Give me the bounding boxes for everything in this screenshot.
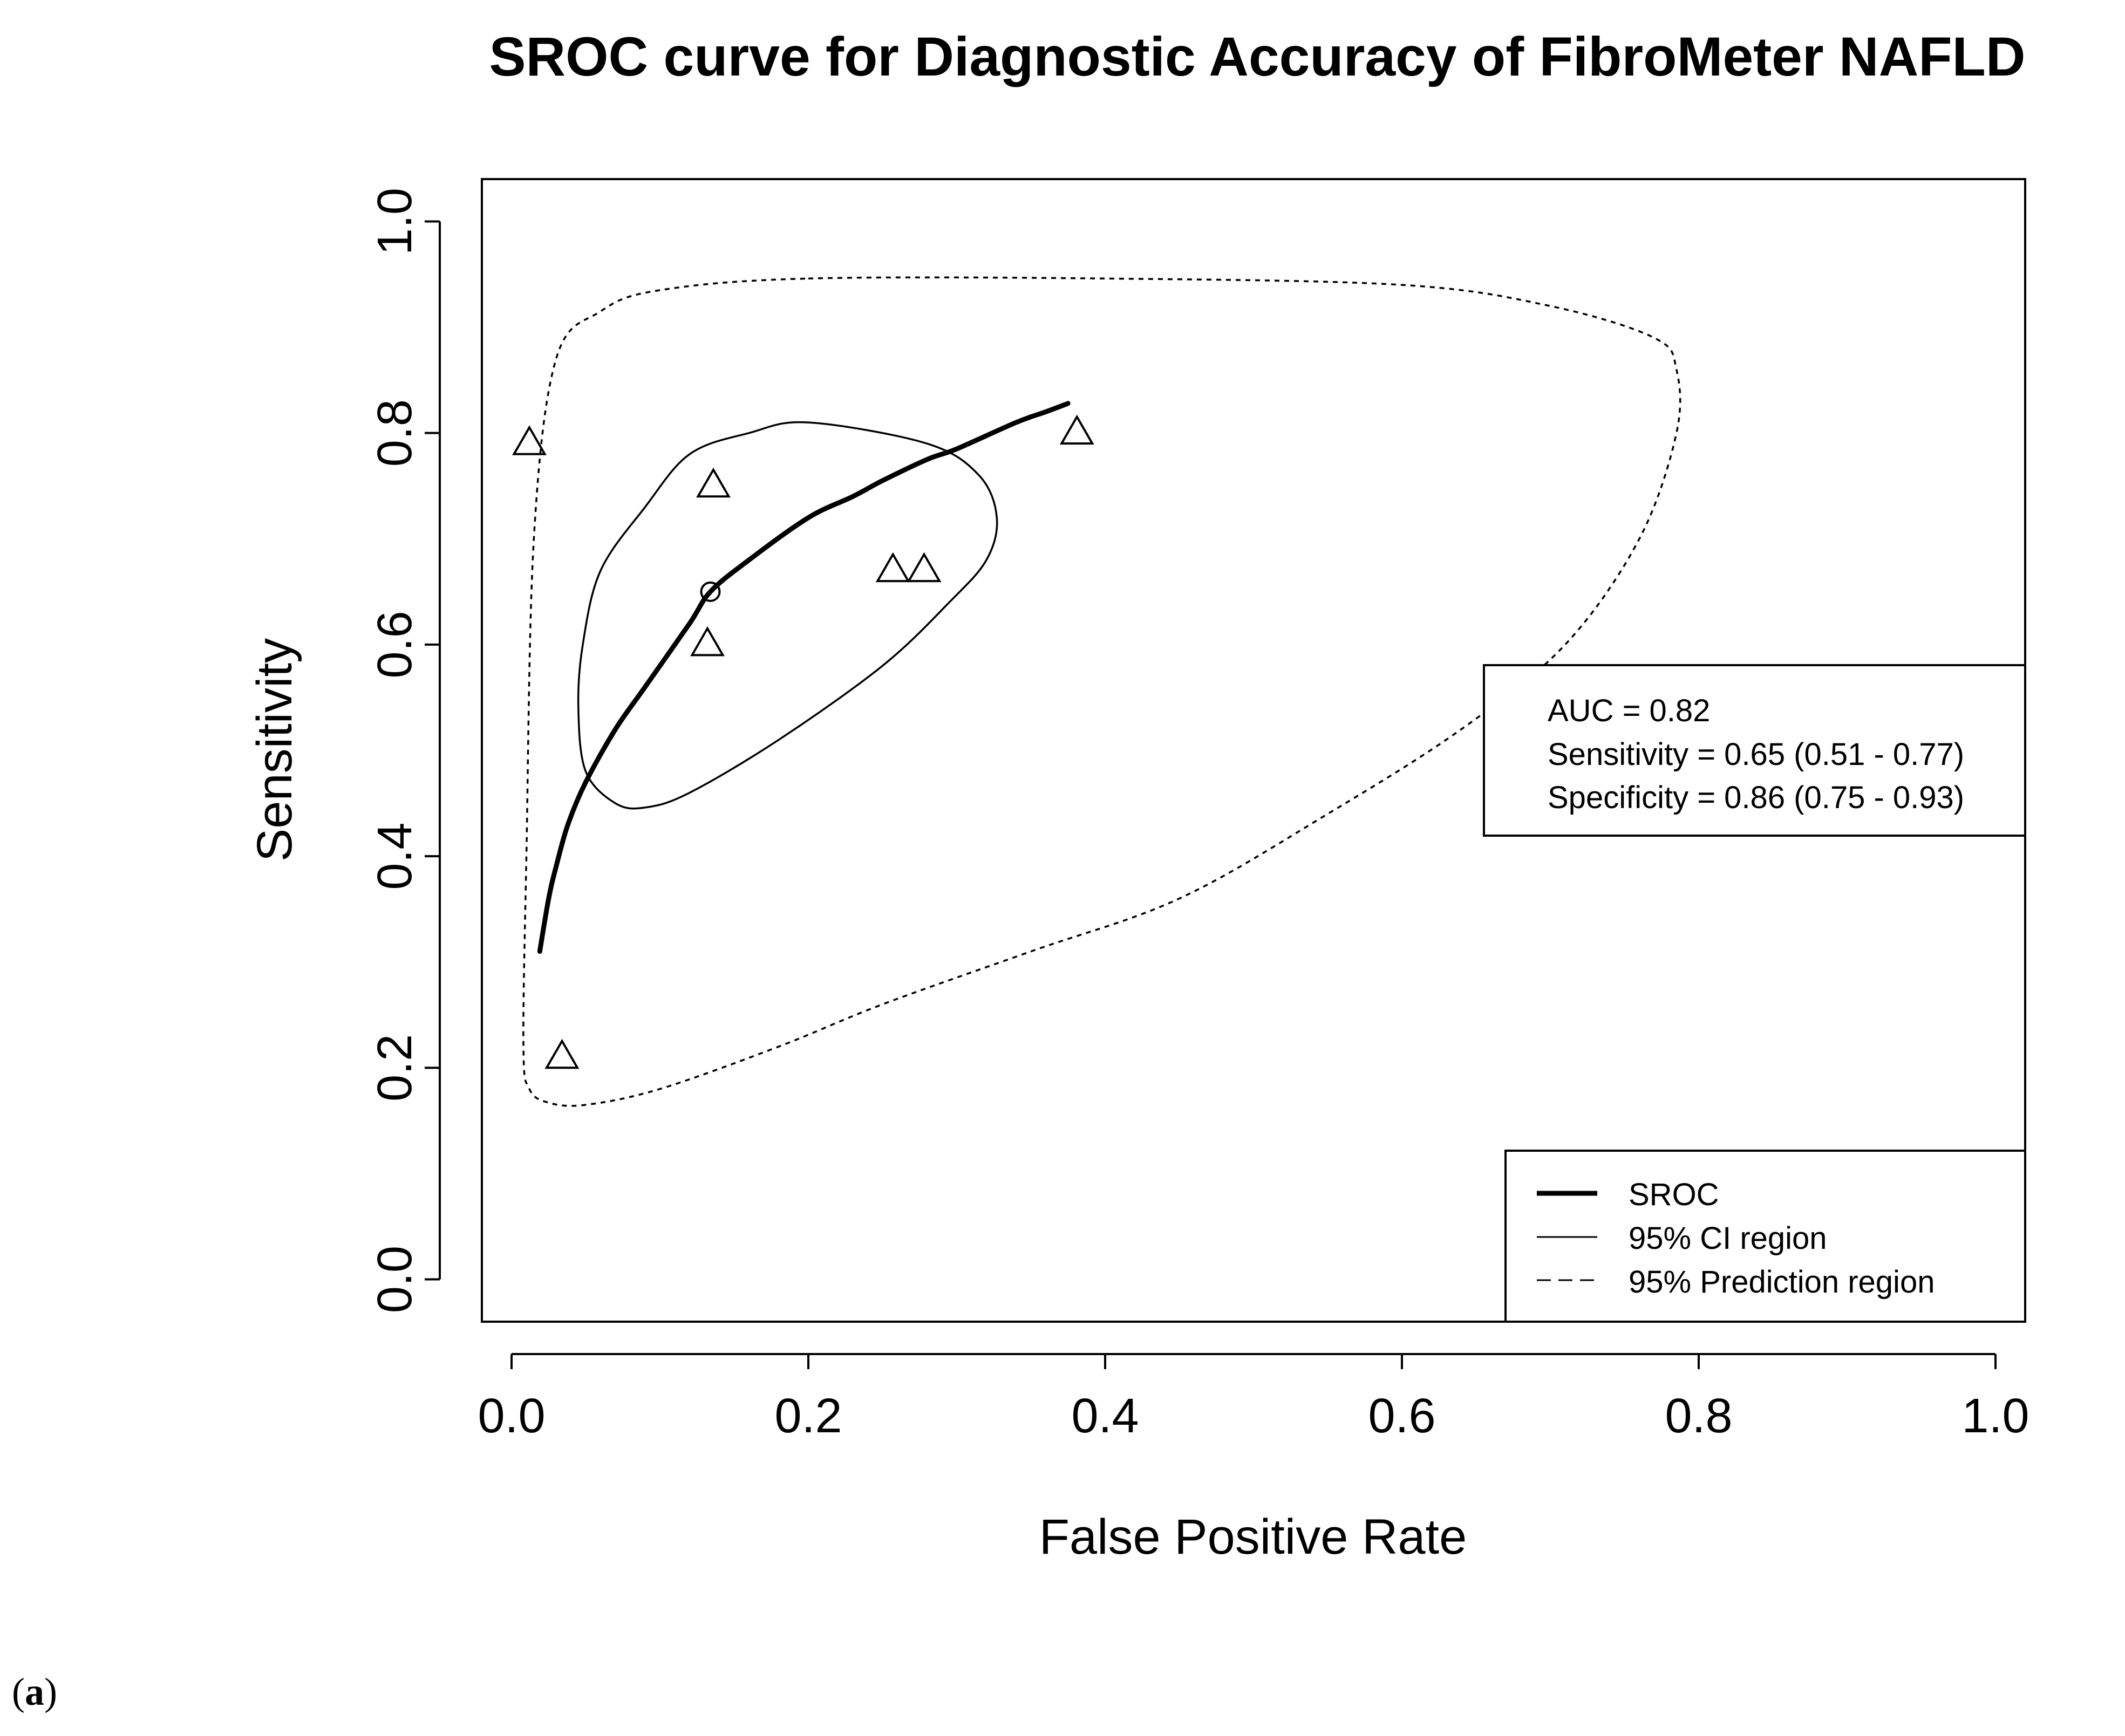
legend: SROC 95% CI region 95% Prediction region [1504,1150,2026,1323]
sroc-curve-path [537,401,1071,954]
prediction-region-path [522,276,1681,1107]
study-point-marker [696,467,731,498]
y-tick-label: 1.0 [368,188,422,255]
study-point-marker [1059,414,1094,445]
legend-label-sroc: SROC [1629,1177,1719,1212]
x-tick-label: 1.0 [1961,1389,2029,1443]
panel-label-open: ( [12,1670,25,1713]
stats-specificity: Specificity = 0.86 (0.75 - 0.93) [1548,780,1964,815]
y-tick-label: 0.8 [368,399,422,467]
panel-label: (a) [12,1670,57,1714]
panel-label-close: ) [44,1670,57,1713]
x-tick-label: 0.4 [1071,1389,1139,1443]
stats-sensitivity: Sensitivity = 0.65 (0.51 - 0.77) [1548,737,1964,772]
ci-region-path [577,421,998,810]
stats-auc: AUC = 0.82 [1548,693,1710,728]
y-tick-label: 0.4 [368,823,422,890]
study-point-marker [690,626,725,657]
y-tick-label: 0.2 [368,1034,422,1102]
study-point-marker [907,552,942,583]
x-tick-label: 0.6 [1368,1389,1435,1443]
y-axis: 0.0 0.2 0.4 0.6 0.8 1.0 [368,188,441,1313]
x-axis-label: False Positive Rate [1039,1509,1467,1564]
x-tick-label: 0.8 [1665,1389,1732,1443]
legend-label-prediction: 95% Prediction region [1629,1265,1935,1300]
y-tick-label: 0.6 [368,611,422,678]
summary-point-marker [700,581,721,602]
x-tick-label: 0.2 [774,1389,842,1443]
study-point-marker [544,1038,580,1069]
x-axis: 0.0 0.2 0.4 0.6 0.8 1.0 [478,1353,2029,1443]
stats-box-frame [1483,664,2026,837]
chart-title: SROC curve for Diagnostic Accuracy of Fi… [489,26,2025,87]
x-tick-label: 0.0 [478,1389,545,1443]
study-points-layer [512,414,1094,1069]
y-axis-label: Sensitivity [247,638,302,862]
panel-label-letter: a [24,1670,44,1713]
stats-box: AUC = 0.82 Sensitivity = 0.65 (0.51 - 0.… [1483,664,2026,837]
series-layer [522,276,1681,1107]
study-point-marker [875,552,910,583]
y-tick-label: 0.0 [368,1246,422,1313]
legend-label-ci: 95% CI region [1629,1221,1827,1256]
study-point-marker [512,425,547,455]
